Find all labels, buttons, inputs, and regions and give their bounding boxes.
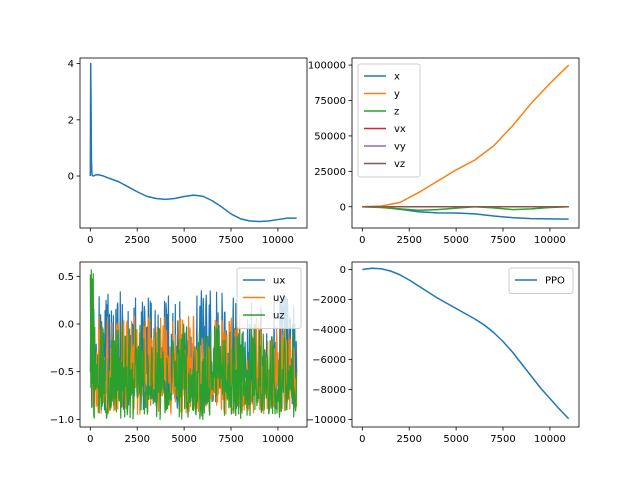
x-tick-label: 10000 [534,235,566,246]
subplot-bottom-right: 0 2500 5000 7500 10000 0 −2000 −4000 −6000 −8000 −… [306,261,580,445]
legend-label-uz: uz [273,311,285,322]
plot-area [89,62,297,223]
legend: ux uy uz [236,267,302,329]
series-line-y [362,64,570,208]
series-line-uz [89,269,298,420]
x-tick-label: 5000 [171,235,196,246]
legend-label-x: x [394,72,400,83]
y-tick-label: 0.0 [58,319,74,330]
x-tick-label: 0 [359,434,365,445]
y-tick-label: 0 [340,202,346,213]
x-tick-label: 0 [87,434,93,445]
legend-label-vx: vx [394,124,406,135]
legend-label-vy: vy [394,142,406,153]
y-tick-label: 100000 [308,61,346,72]
x-tick-label: 0 [359,235,365,246]
axes-frame [351,261,580,428]
y-tick-label: −1.0 [50,415,74,426]
x-tick-label: 10000 [262,235,294,246]
x-tick-label: 2500 [396,235,421,246]
y-tick-label: −8000 [312,385,346,396]
legend: xyz vx vy vz [357,63,421,178]
legend-label-ux: ux [273,276,285,287]
plot-area [362,64,570,220]
x-tick-label: 7500 [218,235,243,246]
x-tick-label: 7500 [218,434,243,445]
plot-area [362,267,570,420]
x-tick-label: 5000 [443,235,468,246]
legend-label-z: z [394,107,399,118]
plot-area [89,269,298,420]
axes-frame [79,261,308,428]
y-tick-label: 75000 [314,96,346,107]
axes-frame [79,57,308,229]
x-tick-label: 10000 [262,434,294,445]
axes-frame [351,57,580,229]
subplot-bottom-left: 0 2500 5000 7500 10000 0.5 0.0 −0.5 −1.0 ux uy uz [50,261,308,445]
y-tick-label: 4 [68,59,74,70]
legend-box [508,267,574,294]
y-tick-label: −6000 [312,355,346,366]
x-tick-label: 0 [87,235,93,246]
x-tick-label: 2500 [124,434,149,445]
y-tick-label: −0.5 [50,367,74,378]
series-line-PPO [362,267,570,420]
y-tick-label: 50000 [314,131,346,142]
x-tick-label: 7500 [490,235,515,246]
legend-label-uy: uy [273,293,285,304]
x-tick-label: 7500 [490,434,515,445]
y-tick-label: 0.5 [58,272,74,283]
x-tick-label: 2500 [124,235,149,246]
legend-label-PPO: PPO [545,276,565,287]
subplot-top-left: 0 2500 5000 7500 10000 4 2 0 [68,57,308,246]
y-tick-label: −4000 [312,325,346,336]
y-tick-label: 2 [68,115,74,126]
y-tick-label: 0 [340,265,346,276]
y-tick-label: 0 [68,172,74,183]
series-line-series-0 [89,62,297,223]
x-tick-label: 5000 [171,434,196,445]
legend-label-y: y [394,89,400,100]
y-tick-label: −10000 [306,415,346,426]
x-tick-label: 10000 [534,434,566,445]
legend: PPO [508,267,574,294]
y-tick-label: 25000 [314,167,346,178]
subplot-top-right: 0 2500 5000 7500 10000 100000 75000 50000 25000 0… [308,57,580,246]
x-tick-label: 2500 [396,434,421,445]
y-tick-label: −2000 [312,295,346,306]
legend-label-vz: vz [394,159,405,170]
legend-box [357,63,421,178]
legend-box [236,267,302,329]
x-tick-label: 5000 [443,434,468,445]
